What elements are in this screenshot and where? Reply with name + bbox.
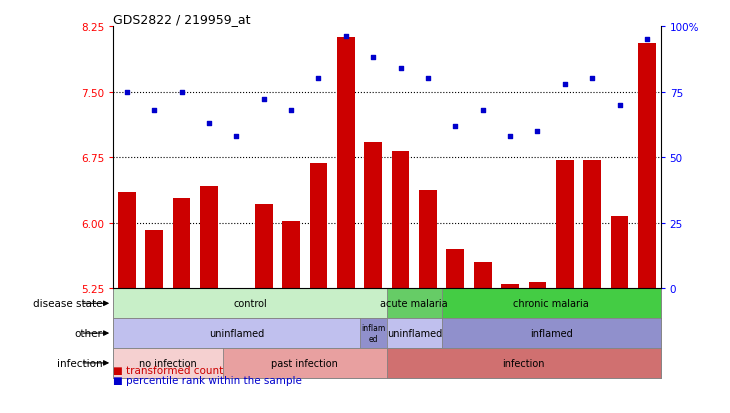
Point xyxy=(258,97,269,104)
Bar xyxy=(442,318,661,348)
Point xyxy=(312,76,324,83)
Bar xyxy=(113,318,359,348)
Text: inflam
ed: inflam ed xyxy=(361,324,385,343)
Bar xyxy=(200,187,218,289)
Bar xyxy=(556,160,574,289)
Bar xyxy=(228,289,245,291)
Bar xyxy=(474,263,491,289)
Bar xyxy=(255,204,272,289)
Bar xyxy=(223,348,387,378)
Point xyxy=(148,107,160,114)
Point xyxy=(531,128,543,135)
Bar xyxy=(387,289,442,318)
Bar xyxy=(113,289,387,318)
Point xyxy=(504,133,516,140)
Text: uninflamed: uninflamed xyxy=(209,328,264,338)
Text: uninflamed: uninflamed xyxy=(387,328,442,338)
Text: acute malaria: acute malaria xyxy=(380,299,448,309)
Bar xyxy=(447,249,464,289)
Point xyxy=(395,65,407,72)
Bar xyxy=(283,221,300,289)
Point xyxy=(422,76,434,83)
Point xyxy=(176,89,188,95)
Bar xyxy=(392,152,410,289)
Point xyxy=(450,123,461,130)
Point xyxy=(477,107,488,114)
Bar xyxy=(337,38,355,289)
Point xyxy=(203,121,215,127)
Text: disease state: disease state xyxy=(33,299,102,309)
Text: ■ percentile rank within the sample: ■ percentile rank within the sample xyxy=(113,375,302,385)
Text: past infection: past infection xyxy=(272,358,338,368)
Point xyxy=(121,89,133,95)
Text: ■ transformed count: ■ transformed count xyxy=(113,365,223,375)
Bar xyxy=(419,190,437,289)
Point xyxy=(367,55,379,62)
Bar xyxy=(145,230,163,289)
Bar xyxy=(611,216,629,289)
Point xyxy=(285,107,297,114)
Bar xyxy=(310,164,327,289)
Point xyxy=(231,133,242,140)
Text: chronic malaria: chronic malaria xyxy=(513,299,589,309)
Bar xyxy=(364,143,382,289)
Bar xyxy=(529,282,546,289)
Point xyxy=(340,34,352,40)
Point xyxy=(614,102,626,109)
Bar xyxy=(173,199,191,289)
Bar xyxy=(387,318,442,348)
Text: other: other xyxy=(74,328,102,338)
Bar xyxy=(359,318,387,348)
Text: inflamed: inflamed xyxy=(530,328,572,338)
Point xyxy=(641,37,653,43)
Text: infection: infection xyxy=(57,358,102,368)
Bar xyxy=(387,348,661,378)
Text: control: control xyxy=(233,299,267,309)
Text: infection: infection xyxy=(502,358,545,368)
Bar xyxy=(442,289,661,318)
Bar xyxy=(583,160,601,289)
Bar xyxy=(502,284,519,289)
Bar xyxy=(638,44,656,289)
Bar xyxy=(118,193,136,289)
Point xyxy=(559,81,571,88)
Point xyxy=(586,76,598,83)
Text: GDS2822 / 219959_at: GDS2822 / 219959_at xyxy=(113,13,250,26)
Text: no infection: no infection xyxy=(139,358,197,368)
Bar xyxy=(113,348,223,378)
